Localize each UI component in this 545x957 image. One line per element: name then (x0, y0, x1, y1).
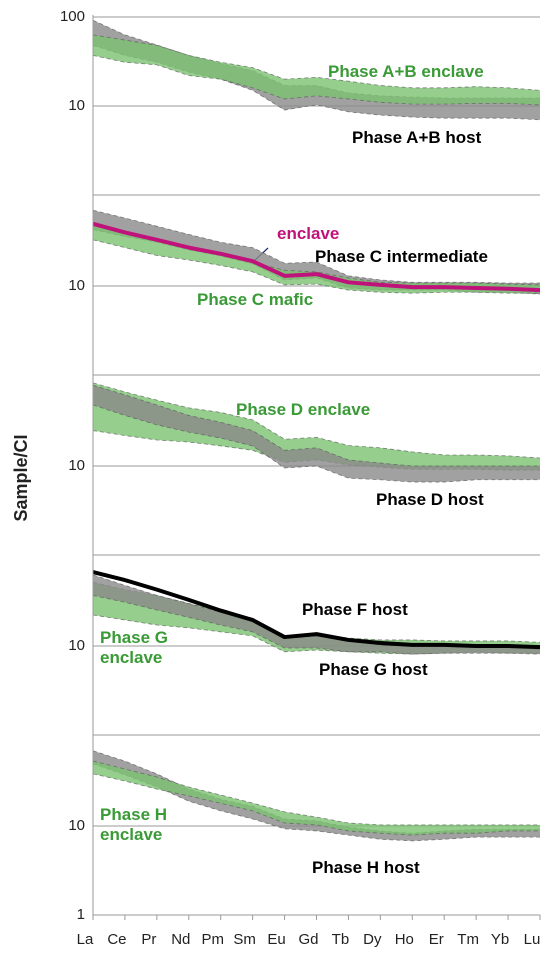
x-tick-label: Tm (457, 931, 479, 948)
series-label: enclave (277, 224, 340, 243)
x-tick-label: Ce (107, 931, 126, 948)
band-edge (92, 760, 540, 826)
band-edge (92, 224, 541, 286)
x-tick-label: Dy (363, 931, 382, 948)
x-tick-label: Pm (201, 931, 224, 948)
band-edge (92, 404, 540, 483)
y-tick-label: 10 (68, 97, 85, 114)
x-tick-label: Lu (524, 931, 541, 948)
series-line (92, 221, 541, 293)
y-tick-label: 10 (68, 637, 85, 654)
series-label: Phase G host (319, 660, 428, 679)
band (93, 385, 540, 483)
series-label: Phase F host (302, 600, 408, 619)
band-edge (92, 773, 540, 836)
x-tick-label: Sm (233, 931, 256, 948)
series-label: Phase C intermediate (315, 247, 488, 266)
band-edge (92, 595, 541, 655)
series-line (92, 570, 541, 650)
y-tick-label: 100 (60, 8, 85, 25)
series-label: Phase A+B enclave (328, 62, 484, 81)
band-edge (92, 55, 541, 106)
x-tick-label: Nd (171, 931, 190, 948)
band-edge (92, 34, 541, 91)
band-edge (92, 382, 541, 459)
series-label: Phase D host (376, 490, 484, 509)
x-tick-label: Gd (298, 931, 318, 948)
series-label: Phase A+B host (352, 128, 482, 147)
y-tick-label: 1 (77, 906, 85, 923)
x-tick-label: Eu (267, 931, 285, 948)
x-tick-label: La (77, 931, 94, 948)
band (93, 34, 540, 105)
series-label: Phase D enclave (236, 400, 371, 419)
y-tick-label: 10 (68, 277, 85, 294)
series-label: Phase G enclave (100, 628, 169, 667)
y-axis-label: Sample/CI (11, 434, 31, 521)
x-tick-label: Ho (395, 931, 414, 948)
x-tick-label: Yb (491, 931, 509, 948)
x-tick-label: Er (429, 931, 444, 948)
band-edge (92, 209, 540, 284)
series-label: Phase H enclave (100, 805, 168, 844)
series-label: Phase H host (312, 858, 420, 877)
y-tick-label: 10 (68, 817, 85, 834)
band (93, 761, 540, 836)
y-tick-label: 10 (68, 457, 85, 474)
series-label: Phase C mafic (197, 290, 314, 309)
x-tick-label: Pr (141, 931, 156, 948)
band-edge (92, 763, 540, 842)
band (93, 225, 540, 294)
band-edge (92, 239, 540, 294)
x-tick-label: Tb (332, 931, 350, 948)
band-edge (92, 384, 540, 467)
